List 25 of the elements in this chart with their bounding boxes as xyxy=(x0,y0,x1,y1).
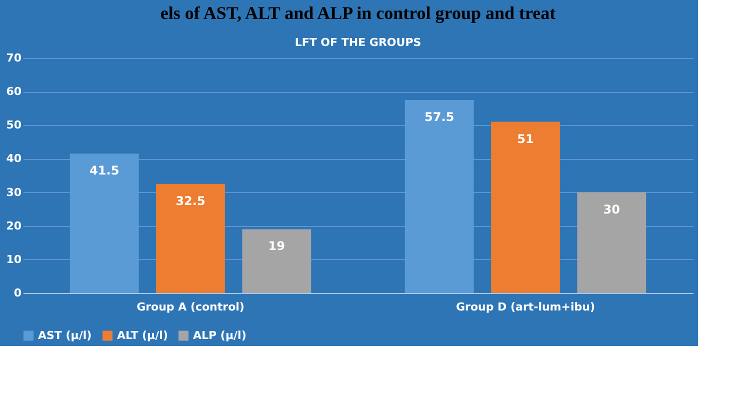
y-tick-label: 0 xyxy=(14,286,22,300)
y-tick-label: 70 xyxy=(6,52,22,64)
y-tick-label: 20 xyxy=(6,219,22,232)
x-tick-label: Group D (art-lum+ibu) xyxy=(456,300,595,314)
text: els of AST, ALT and ALP in control group and treat xyxy=(160,3,556,23)
y-tick-label: 30 xyxy=(6,186,22,199)
bar xyxy=(156,184,225,293)
data-label: 19 xyxy=(268,239,285,254)
y-tick-label: 50 xyxy=(6,118,22,132)
bar xyxy=(577,192,646,293)
y-tick-label: 60 xyxy=(6,85,22,98)
y-tick-label: 10 xyxy=(6,252,22,266)
legend-label: ALP (µ/l) xyxy=(193,328,246,342)
data-label: 41.5 xyxy=(90,164,120,178)
data-label: 30 xyxy=(603,202,620,216)
y-tick-label: 40 xyxy=(6,152,22,166)
data-label: 57.5 xyxy=(424,110,454,124)
legend-label: AST (µ/l) xyxy=(38,328,92,342)
data-label: 51 xyxy=(517,132,534,146)
chart-title: LFT OF THE GROUPS xyxy=(294,36,422,49)
bar xyxy=(491,122,560,293)
legend-label: ALT (µ/l) xyxy=(117,328,168,342)
bar xyxy=(242,229,312,293)
x-tick-label: Group A (control) xyxy=(136,300,244,314)
data-label: 32.5 xyxy=(176,194,206,208)
